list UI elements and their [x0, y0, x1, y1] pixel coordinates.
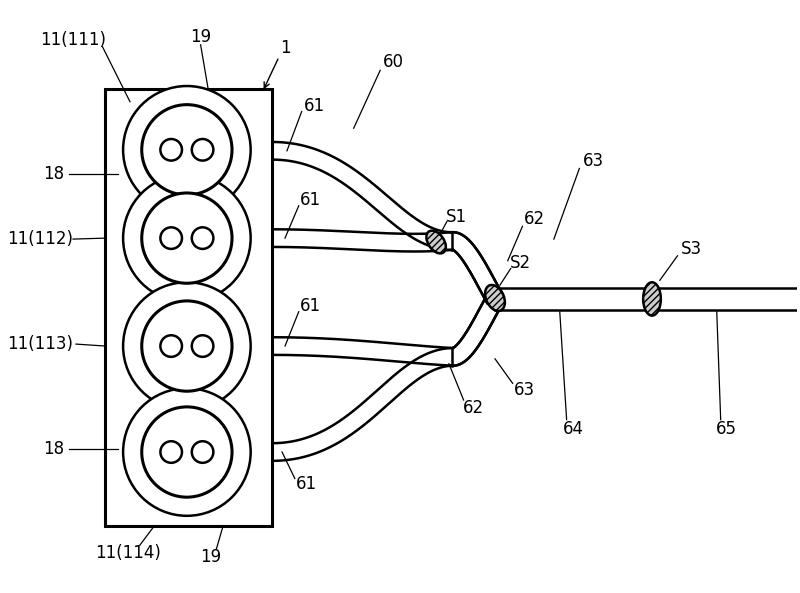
- Circle shape: [142, 407, 232, 497]
- Circle shape: [192, 335, 214, 357]
- Text: 65: 65: [716, 420, 737, 438]
- Circle shape: [160, 441, 182, 463]
- Circle shape: [192, 139, 214, 161]
- Ellipse shape: [485, 285, 505, 311]
- Text: 64: 64: [563, 420, 584, 438]
- Text: 1: 1: [280, 39, 290, 57]
- Text: S3: S3: [681, 240, 702, 258]
- Circle shape: [192, 441, 214, 463]
- Circle shape: [123, 388, 250, 516]
- Text: 19: 19: [200, 548, 221, 566]
- Text: 61: 61: [300, 297, 321, 315]
- Text: 11(112): 11(112): [6, 230, 73, 248]
- Text: 11(111): 11(111): [40, 31, 106, 49]
- Text: 62: 62: [524, 211, 545, 228]
- Circle shape: [123, 282, 250, 410]
- Circle shape: [142, 193, 232, 283]
- Text: S2: S2: [510, 254, 531, 272]
- Text: 60: 60: [382, 53, 403, 72]
- Text: 11(113): 11(113): [6, 335, 73, 353]
- Text: 18: 18: [43, 165, 64, 183]
- Circle shape: [123, 86, 250, 213]
- Circle shape: [142, 301, 232, 391]
- Bar: [106, 89, 272, 525]
- Circle shape: [123, 174, 250, 302]
- Circle shape: [192, 227, 214, 249]
- Ellipse shape: [643, 282, 661, 315]
- Text: 18: 18: [43, 440, 64, 458]
- Text: S1: S1: [446, 208, 467, 225]
- Circle shape: [160, 227, 182, 249]
- Text: 61: 61: [300, 191, 321, 209]
- Text: 19: 19: [190, 28, 211, 46]
- Circle shape: [160, 139, 182, 161]
- Text: 63: 63: [514, 381, 535, 399]
- Text: 61: 61: [296, 476, 317, 493]
- Text: 62: 62: [463, 399, 484, 417]
- Circle shape: [142, 105, 232, 195]
- Text: 11(114): 11(114): [95, 544, 161, 562]
- Circle shape: [160, 335, 182, 357]
- Text: 63: 63: [582, 152, 604, 170]
- Ellipse shape: [426, 231, 446, 253]
- Text: 61: 61: [304, 97, 325, 114]
